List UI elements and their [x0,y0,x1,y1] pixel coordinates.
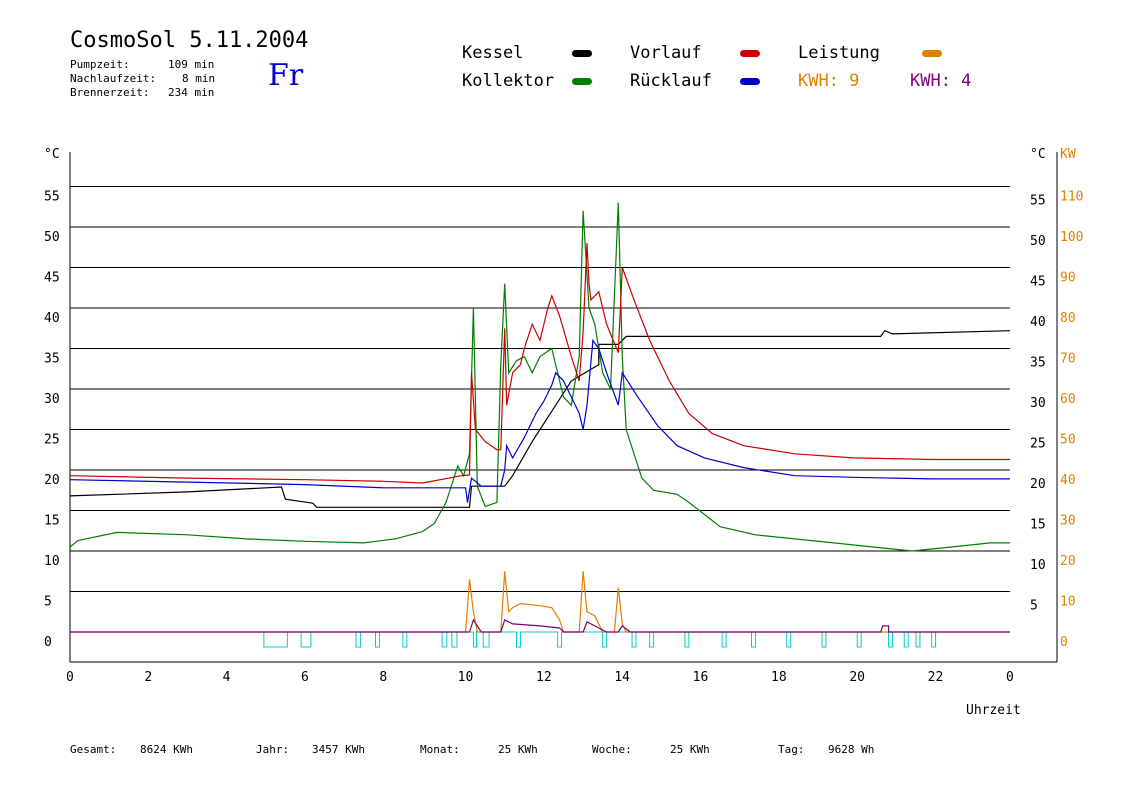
kw-tick-40: 40 [1060,473,1076,488]
y-tick-right-25: 25 [1030,437,1046,452]
pump-pulses [70,631,1010,648]
grid-lines [70,186,1010,592]
footer-monat-value: 25 KWh [498,743,538,756]
kw-tick-20: 20 [1060,554,1076,569]
kw-tick-50: 50 [1060,433,1076,448]
x-tick-8: 16 [693,670,709,685]
y-tick-left-25: 25 [44,433,60,448]
ylabel-right-kw: KW [1060,147,1076,162]
kw-tick-10: 10 [1060,595,1076,610]
legend-leistung-label: Leistung [798,43,880,63]
x-tick-2: 4 [223,670,231,685]
footer-monat-label: Monat: [420,743,460,756]
ylabel-right: °C [1030,147,1046,162]
series-line-0 [69,329,1011,508]
footer-woche-label: Woche: [592,743,632,756]
y-tick-right-45: 45 [1030,275,1046,290]
series-line-5 [70,618,1010,633]
y-tick-left-15: 15 [44,514,60,529]
x-tick-4: 8 [379,670,387,685]
x-tick-3: 6 [301,670,309,685]
y-tick-left-50: 50 [44,230,60,245]
stat-brennerzeit-label: Brennerzeit: [70,86,150,99]
x-tick-5: 10 [458,670,474,685]
series-line-4 [70,571,1010,633]
series-lines [69,202,1011,633]
x-tick-12: 0 [1006,670,1014,685]
y-tick-left-5: 5 [44,595,52,610]
pump-pulse-line [70,631,1010,648]
x-tick-1: 2 [144,670,152,685]
stat-pumpzeit-label: Pumpzeit: [70,58,130,71]
series-line-3 [69,338,1010,503]
legend-vorlauf-label: Vorlauf [630,43,702,63]
footer-jahr-label: Jahr: [256,743,290,756]
y-tick-right-35: 35 [1030,356,1046,371]
xlabel: Uhrzeit [966,703,1021,718]
footer-jahr-value: 3457 KWh [312,743,365,756]
legend-kwh-purple: KWH: 4 [910,71,972,91]
footer-woche-value: 25 KWh [670,743,710,756]
y-tick-right-50: 50 [1030,234,1046,249]
y-tick-right-30: 30 [1030,396,1046,411]
y-tick-right-5: 5 [1030,599,1038,614]
y-tick-right-10: 10 [1030,558,1046,573]
y-tick-left-35: 35 [44,352,60,367]
y-tick-left-0: 0 [44,635,52,650]
y-tick-left-45: 45 [44,271,60,286]
kw-tick-60: 60 [1060,392,1076,407]
legend-vorlauf-swatch [740,50,760,57]
y-tick-right-20: 20 [1030,477,1046,492]
y-tick-left-20: 20 [44,473,60,488]
footer-gesamt-label: Gesamt: [70,743,117,756]
x-tick-9: 18 [771,670,787,685]
y-tick-left-30: 30 [44,392,60,407]
y-tick-right-40: 40 [1030,315,1046,330]
ylabel-left: °C [44,147,60,162]
stat-pumpzeit-value: 109 min [168,58,215,71]
kw-tick-0: 0 [1060,635,1068,650]
kw-tick-30: 30 [1060,514,1076,529]
tick-labels: 0510152025303540455055510152025303540455… [44,190,1083,686]
x-tick-7: 14 [614,670,630,685]
footer-tag-label: Tag: [778,743,805,756]
y-tick-right-55: 55 [1030,194,1046,209]
y-tick-left-55: 55 [44,190,60,205]
footer-gesamt-value: 8624 KWh [140,743,193,756]
footer-tag-value: 9628 Wh [828,743,875,756]
legend-kessel-swatch [572,50,592,57]
kw-tick-100: 100 [1060,230,1083,245]
y-tick-right-15: 15 [1030,518,1046,533]
x-tick-10: 20 [849,670,865,685]
x-tick-11: 22 [928,670,944,685]
series-line-2 [69,243,1010,484]
kw-tick-70: 70 [1060,352,1076,367]
x-tick-0: 0 [66,670,74,685]
kw-tick-90: 90 [1060,271,1076,286]
legend-ruecklauf-label: Rücklauf [630,71,712,91]
legend-kollektor-swatch [572,78,592,85]
legend-ruecklauf-swatch [740,78,760,85]
stat-nachlaufzeit-value: 8 min [182,72,216,85]
legend-leistung-swatch [922,50,942,57]
legend-kollektor-label: Kollektor [462,71,555,91]
kw-tick-80: 80 [1060,311,1076,326]
chart-title: CosmoSol 5.11.2004 [70,28,309,53]
legend-kwh-orange: KWH: 9 [798,71,860,91]
weekday-label: Fr [268,58,304,93]
series-line-1 [69,202,1010,552]
stat-nachlaufzeit-label: Nachlaufzeit: [70,72,157,85]
legend-kessel-label: Kessel [462,43,524,63]
chart-axes [69,152,1058,663]
y-tick-left-40: 40 [44,311,60,326]
stat-brennerzeit-value: 234 min [168,86,215,99]
x-tick-6: 12 [536,670,552,685]
y-tick-left-10: 10 [44,554,60,569]
kw-tick-110: 110 [1060,190,1083,205]
